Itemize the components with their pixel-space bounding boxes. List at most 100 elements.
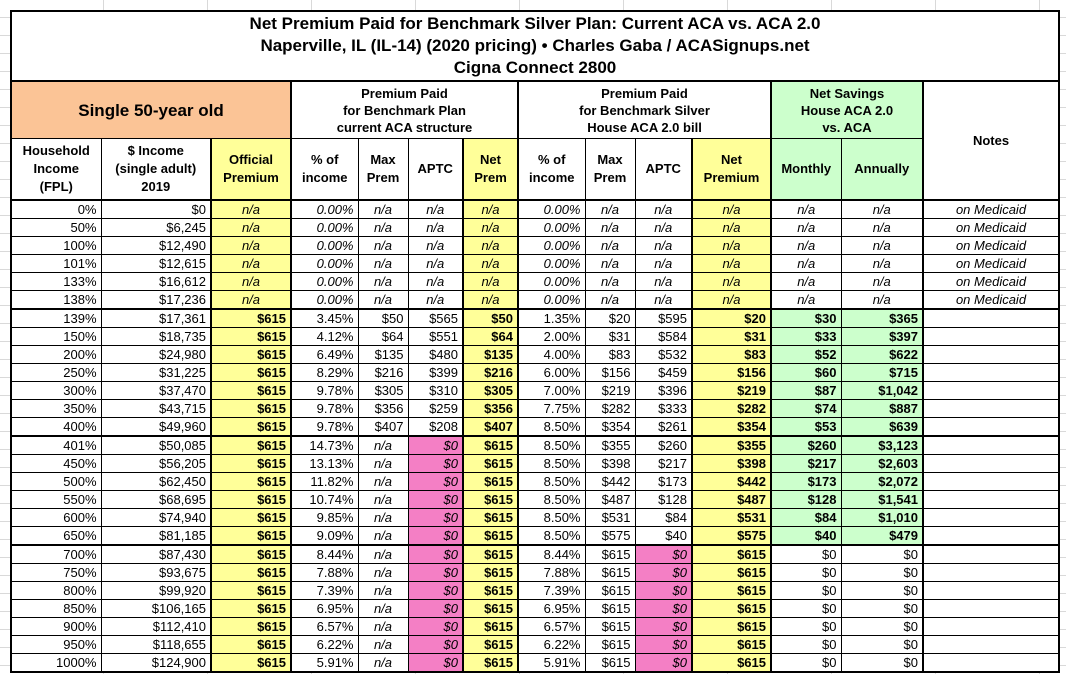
cell-income[interactable]: $93,675 xyxy=(100,563,212,582)
cell-pct-income-aca[interactable]: 9.85% xyxy=(290,508,359,527)
cell-savings-annually[interactable]: $1,541 xyxy=(840,490,924,509)
cell-fpl[interactable]: 800% xyxy=(10,581,102,600)
cell-net-prem-aca[interactable]: $135 xyxy=(462,345,519,364)
cell-aptc-aca[interactable]: $0 xyxy=(407,599,464,618)
cell-pct-income-aca[interactable]: 13.13% xyxy=(290,454,359,473)
cell-max-prem-aca[interactable]: n/a xyxy=(357,199,409,219)
cell-aptc-aca2[interactable]: $0 xyxy=(634,635,693,654)
cell-savings-monthly[interactable]: $217 xyxy=(770,454,842,473)
cell-pct-income-aca[interactable]: 0.00% xyxy=(290,290,359,310)
cell-official-premium[interactable]: $615 xyxy=(210,526,292,546)
cell-notes[interactable] xyxy=(921,599,1061,618)
cell-income[interactable]: $74,940 xyxy=(100,508,212,527)
cell-max-prem-aca[interactable]: $50 xyxy=(357,308,409,328)
cell-official-premium[interactable]: $615 xyxy=(210,653,292,673)
cell-pct-income-aca[interactable]: 9.78% xyxy=(290,381,359,400)
cell-pct-income-aca2[interactable]: 1.35% xyxy=(517,308,586,328)
cell-income[interactable]: $43,715 xyxy=(100,399,212,418)
cell-pct-income-aca[interactable]: 6.95% xyxy=(290,599,359,618)
cell-net-prem-aca[interactable]: $615 xyxy=(462,454,519,473)
cell-net-premium-aca2[interactable]: $354 xyxy=(691,417,772,437)
cell-max-prem-aca[interactable]: $356 xyxy=(357,399,409,418)
cell-aptc-aca2[interactable]: $0 xyxy=(634,617,693,636)
cell-pct-income-aca[interactable]: 7.88% xyxy=(290,563,359,582)
cell-max-prem-aca2[interactable]: $354 xyxy=(584,417,636,437)
cell-official-premium[interactable]: $615 xyxy=(210,345,292,364)
cell-aptc-aca[interactable]: $0 xyxy=(407,581,464,600)
cell-official-premium[interactable]: $615 xyxy=(210,363,292,382)
cell-savings-annually[interactable]: $2,603 xyxy=(840,454,924,473)
cell-max-prem-aca2[interactable]: $615 xyxy=(584,653,636,673)
cell-official-premium[interactable]: $615 xyxy=(210,327,292,346)
cell-pct-income-aca[interactable]: 4.12% xyxy=(290,327,359,346)
cell-pct-income-aca[interactable]: 8.29% xyxy=(290,363,359,382)
cell-max-prem-aca2[interactable]: $282 xyxy=(584,399,636,418)
cell-notes[interactable]: on Medicaid xyxy=(921,218,1061,237)
cell-notes[interactable] xyxy=(921,381,1061,400)
cell-max-prem-aca2[interactable]: $615 xyxy=(584,544,636,564)
cell-net-prem-aca[interactable]: $615 xyxy=(462,617,519,636)
cell-pct-income-aca2[interactable]: 6.00% xyxy=(517,363,586,382)
cell-max-prem-aca2[interactable]: $615 xyxy=(584,563,636,582)
cell-aptc-aca2[interactable]: n/a xyxy=(634,290,693,310)
cell-savings-annually[interactable]: $0 xyxy=(840,617,924,636)
cell-savings-annually[interactable]: $622 xyxy=(840,345,924,364)
cell-savings-monthly[interactable]: $0 xyxy=(770,653,842,673)
cell-savings-monthly[interactable]: n/a xyxy=(770,199,842,219)
column-header-fpl[interactable]: Household Income (FPL) xyxy=(10,138,102,201)
cell-pct-income-aca2[interactable]: 5.91% xyxy=(517,653,586,673)
cell-net-prem-aca[interactable]: $615 xyxy=(462,435,519,455)
cell-max-prem-aca[interactable]: n/a xyxy=(357,254,409,273)
cell-max-prem-aca[interactable]: n/a xyxy=(357,236,409,255)
cell-savings-annually[interactable]: n/a xyxy=(840,290,924,310)
cell-pct-income-aca2[interactable]: 8.44% xyxy=(517,544,586,564)
column-header-net-prem-aca[interactable]: Net Prem xyxy=(462,138,519,201)
cell-savings-annually[interactable]: n/a xyxy=(840,272,924,291)
cell-aptc-aca2[interactable]: $0 xyxy=(634,563,693,582)
cell-aptc-aca[interactable]: $208 xyxy=(407,417,464,437)
cell-max-prem-aca[interactable]: n/a xyxy=(357,435,409,455)
cell-notes[interactable] xyxy=(921,617,1061,636)
cell-savings-annually[interactable]: $0 xyxy=(840,563,924,582)
cell-pct-income-aca2[interactable]: 6.57% xyxy=(517,617,586,636)
cell-aptc-aca2[interactable]: $459 xyxy=(634,363,693,382)
cell-aptc-aca2[interactable]: $584 xyxy=(634,327,693,346)
cell-savings-annually[interactable]: $3,123 xyxy=(840,435,924,455)
cell-pct-income-aca[interactable]: 6.57% xyxy=(290,617,359,636)
group-net-savings[interactable]: Net Savings House ACA 2.0 vs. ACA xyxy=(770,80,924,139)
cell-savings-monthly[interactable]: $60 xyxy=(770,363,842,382)
cell-aptc-aca2[interactable]: $173 xyxy=(634,472,693,491)
cell-net-prem-aca[interactable]: n/a xyxy=(462,199,519,219)
cell-official-premium[interactable]: n/a xyxy=(210,199,292,219)
cell-max-prem-aca[interactable]: $305 xyxy=(357,381,409,400)
cell-notes[interactable] xyxy=(921,544,1061,564)
cell-net-premium-aca2[interactable]: $615 xyxy=(691,599,772,618)
cell-max-prem-aca2[interactable]: $398 xyxy=(584,454,636,473)
cell-savings-monthly[interactable]: $87 xyxy=(770,381,842,400)
cell-income[interactable]: $18,735 xyxy=(100,327,212,346)
cell-fpl[interactable]: 400% xyxy=(10,417,102,437)
group-current-aca[interactable]: Premium Paid for Benchmark Plan current … xyxy=(290,80,519,139)
cell-net-premium-aca2[interactable]: n/a xyxy=(691,199,772,219)
cell-aptc-aca[interactable]: $0 xyxy=(407,435,464,455)
cell-aptc-aca[interactable]: $0 xyxy=(407,653,464,673)
cell-notes[interactable] xyxy=(921,308,1061,328)
cell-aptc-aca[interactable]: $565 xyxy=(407,308,464,328)
cell-pct-income-aca[interactable]: 5.91% xyxy=(290,653,359,673)
cell-savings-monthly[interactable]: n/a xyxy=(770,236,842,255)
cell-aptc-aca[interactable]: $310 xyxy=(407,381,464,400)
cell-aptc-aca2[interactable]: $84 xyxy=(634,508,693,527)
cell-pct-income-aca[interactable]: 0.00% xyxy=(290,236,359,255)
cell-max-prem-aca[interactable]: $64 xyxy=(357,327,409,346)
cell-savings-annually[interactable]: $887 xyxy=(840,399,924,418)
cell-pct-income-aca[interactable]: 6.22% xyxy=(290,635,359,654)
cell-max-prem-aca2[interactable]: n/a xyxy=(584,272,636,291)
cell-aptc-aca[interactable]: $0 xyxy=(407,454,464,473)
cell-pct-income-aca[interactable]: 0.00% xyxy=(290,218,359,237)
cell-pct-income-aca[interactable]: 0.00% xyxy=(290,254,359,273)
cell-net-prem-aca[interactable]: $615 xyxy=(462,581,519,600)
column-header-net-premium-aca2[interactable]: Net Premium xyxy=(691,138,772,201)
cell-income[interactable]: $6,245 xyxy=(100,218,212,237)
cell-net-prem-aca[interactable]: $615 xyxy=(462,544,519,564)
cell-net-premium-aca2[interactable]: $355 xyxy=(691,435,772,455)
